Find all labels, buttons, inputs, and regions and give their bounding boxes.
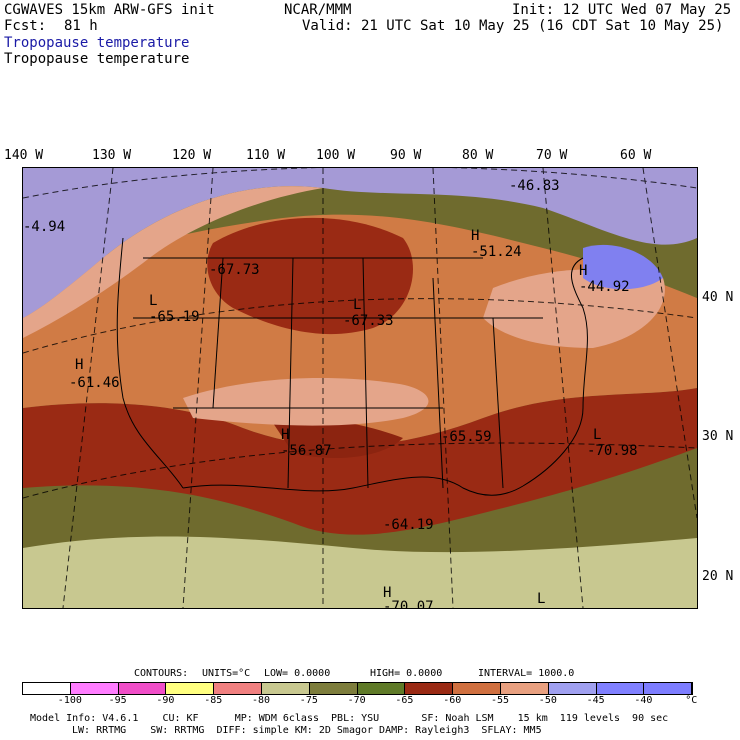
contours-high: HIGH= 0.0000 <box>370 668 443 679</box>
map-value-west: -4.94 <box>23 219 66 235</box>
model-info-line1: Model Info: V4.6.1 CU: KF MP: WDM 6class… <box>30 713 669 724</box>
map-value-upper-midwest: -67.33 <box>343 313 394 329</box>
high-marker-gulf-south: H <box>383 585 392 601</box>
lat-label-40n: 40 N <box>702 290 734 305</box>
colorbar-swatch <box>405 683 454 694</box>
map-value-new-england: -44.92 <box>579 279 630 295</box>
colorbar-swatch <box>23 683 71 694</box>
colorbar-tick-label: -40 <box>634 695 653 706</box>
model-title: CGWAVES 15km ARW-GFS init <box>4 2 215 18</box>
colorbar-swatch <box>309 683 358 694</box>
contours-interval: INTERVAL= 1000.0 <box>478 668 575 679</box>
colorbar-swatch <box>548 683 597 694</box>
low-marker-atlantic: L <box>593 427 602 443</box>
lat-label-20n: 20 N <box>702 569 734 584</box>
colorbar-swatch <box>500 683 549 694</box>
colorbar-swatch <box>261 683 310 694</box>
lon-label-120w: 120 W <box>172 148 212 163</box>
colorbar-tick-label: -45 <box>586 695 605 706</box>
temperature-colorbar <box>22 682 694 695</box>
high-marker-california: H <box>75 357 84 373</box>
colorbar-tick-label: -75 <box>299 695 318 706</box>
map-value-great-lakes: -51.24 <box>471 244 522 260</box>
colorbar-tick-label: -60 <box>443 695 462 706</box>
tropopause-temperature-map: -4.94 -46.83 H -51.24 H -44.92 -67.73 L … <box>22 167 698 609</box>
colorbar-swatch <box>357 683 406 694</box>
lon-label-140w: 140 W <box>4 148 44 163</box>
colorbar-swatch <box>596 683 645 694</box>
org-label: NCAR/MMM <box>284 2 352 18</box>
lon-label-60w: 60 W <box>620 148 652 163</box>
lon-label-90w: 90 W <box>390 148 422 163</box>
colorbar-tick-label: -70 <box>347 695 366 706</box>
colorbar-tick-label: -55 <box>491 695 510 706</box>
map-value-california: -61.46 <box>69 375 120 391</box>
colorbar-tick-label: -85 <box>204 695 223 706</box>
forecast-hour: 81 h <box>64 18 98 34</box>
colorbar-swatch <box>166 683 215 694</box>
map-value-northeast-top: -46.83 <box>509 178 560 194</box>
valid-time: Valid: 21 UTC Sat 10 May 25 (16 CDT Sat … <box>302 18 724 34</box>
map-value-gulf: -64.19 <box>383 517 434 533</box>
colorbar-tick-label: -50 <box>538 695 557 706</box>
colorbar-tick-label: -95 <box>108 695 127 706</box>
lon-label-70w: 70 W <box>536 148 568 163</box>
low-marker-rockies: L <box>149 293 158 309</box>
colorbar-swatch <box>214 683 262 694</box>
init-time: Init: 12 UTC Wed 07 May 25 <box>512 2 732 18</box>
map-value-gulf-south: -70.07 <box>383 599 434 609</box>
high-marker-new-england: H <box>579 263 588 279</box>
model-info-line2: LW: RRTMG SW: RRTMG DIFF: simple KM: 2D … <box>72 725 542 736</box>
colorbar-tick-label: -80 <box>252 695 271 706</box>
lon-label-110w: 110 W <box>246 148 286 163</box>
low-marker-upper-midwest: L <box>353 297 362 313</box>
colorbar-swatch <box>70 683 119 694</box>
lon-label-80w: 80 W <box>462 148 494 163</box>
colorbar-swatch <box>118 683 167 694</box>
contours-units: UNITS=°C <box>202 668 251 679</box>
colorbar-tick-label: -90 <box>156 695 175 706</box>
colorbar-swatch <box>453 683 501 694</box>
colorbar-tick-label: -100 <box>57 695 82 706</box>
low-marker-caribbean: L <box>537 591 546 607</box>
colorbar-tick-label: -65 <box>395 695 414 706</box>
colorbar-swatch <box>644 683 693 694</box>
map-fill-svg <box>23 168 697 608</box>
map-value-atlantic: -70.98 <box>587 443 638 459</box>
lon-label-100w: 100 W <box>316 148 356 163</box>
high-marker-southern-plains: H <box>281 427 290 443</box>
map-value-rockies: -65.19 <box>149 309 200 325</box>
map-value-southern-plains: -56.87 <box>281 443 332 459</box>
forecast-label: Fcst: <box>4 18 47 34</box>
colorbar-tick-label: °C <box>685 695 698 706</box>
lon-label-130w: 130 W <box>92 148 132 163</box>
map-value-northern-plains: -67.73 <box>209 262 260 278</box>
field-title: Tropopause temperature <box>4 51 190 67</box>
map-value-southeast: -65.59 <box>441 429 492 445</box>
contours-low: LOW= 0.0000 <box>264 668 331 679</box>
lat-label-30n: 30 N <box>702 429 734 444</box>
contours-label: CONTOURS: <box>134 668 189 679</box>
field-title-colored: Tropopause temperature <box>4 35 190 51</box>
high-marker-great-lakes: H <box>471 228 480 244</box>
